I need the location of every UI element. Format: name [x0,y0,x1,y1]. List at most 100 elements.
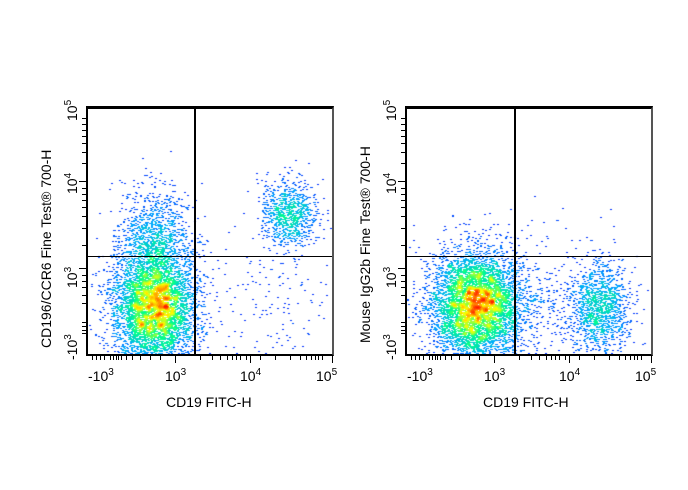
y-axis-tick [401,322,406,323]
x-axis-tick [104,356,105,360]
x-axis-tick [630,356,631,360]
plot-ccr6: CD196/CCR6 Fine Test® 700-H -103 103 104… [38,99,338,410]
quadrant-horizontal-gate[interactable] [88,256,332,257]
y-axis-major-tick [79,181,87,182]
x-axis-tick [423,356,424,360]
y-axis-tick [401,200,406,201]
x-axis-tick [100,356,101,360]
x-axis-tick [546,356,547,360]
x-axis-tick [113,356,114,360]
y-axis-tick [82,330,87,331]
x-axis-major-tick [569,356,570,363]
x-axis-tick [559,356,560,360]
x-axis-tick [555,356,556,360]
x-axis-tick [619,356,620,360]
x-axis-tick [322,356,323,360]
y-axis-tick [82,303,87,304]
y-axis-tick [401,303,406,304]
y-tick-10000: 104 [63,172,80,194]
x-axis-tick [300,356,301,360]
y-axis-tick [401,216,406,217]
x-tick-100000: 105 [316,367,338,384]
x-axis-tick [200,356,201,360]
y-axis-tick [401,124,406,125]
x-axis-tick [220,356,221,360]
x-axis-tick [539,356,540,360]
x-axis-tick [232,356,233,360]
x-axis-tick [275,356,276,360]
y-axis-label: CD196/CCR6 Fine Test® 700-H [38,149,54,348]
x-axis-tick [479,356,480,360]
y-axis-tick [82,136,87,137]
y-axis-tick [82,200,87,201]
y-axis-tick [82,163,87,164]
y-tick-100000: 105 [382,99,399,121]
x-tick-10000: 104 [240,367,262,384]
quadrant-vertical-gate[interactable] [514,108,516,355]
x-axis-tick [435,356,436,360]
x-axis-tick [437,356,438,360]
x-axis-major-tick [494,356,495,363]
x-axis-tick [150,356,151,360]
x-axis-tick [227,356,228,360]
density-dots [88,109,332,354]
x-axis-tick [519,356,520,360]
x-axis-tick [579,356,580,360]
x-axis-tick [531,356,532,360]
x-axis-tick [132,356,133,360]
y-tick-neg1000: -103 [63,334,80,360]
x-axis-tick [118,356,119,360]
y-axis-tick [401,295,406,296]
y-axis-tick [401,333,406,334]
y-axis-tick [82,118,87,119]
x-axis-tick [236,356,237,360]
x-axis-tick [451,356,452,360]
y-axis-tick [82,152,87,153]
plot-frame [86,106,334,356]
x-axis-tick [551,356,552,360]
x-axis-tick [126,356,127,360]
x-axis-tick [140,356,141,360]
plot-frame [405,106,653,356]
x-tick-10000: 104 [559,367,581,384]
x-axis-tick [96,356,97,360]
y-axis-tick [82,245,87,246]
y-axis-tick [82,322,87,323]
quadrant-vertical-gate[interactable] [194,108,196,355]
x-axis-label: CD19 FITC-H [166,394,252,410]
y-axis-tick [401,228,406,229]
y-axis-tick [401,163,406,164]
x-axis-major-tick [651,356,652,363]
x-axis-tick [432,356,433,360]
x-axis-tick [311,356,312,360]
y-axis-tick [82,333,87,334]
x-axis-tick [318,356,319,360]
x-axis-tick [469,356,470,360]
x-axis-tick [459,356,460,360]
x-axis-tick [121,356,122,360]
y-axis-tick [401,130,406,131]
y-axis-tick [82,216,87,217]
y-axis-tick [82,143,87,144]
y-axis-tick [401,207,406,208]
y-axis-major-tick [398,181,406,182]
x-axis-tick [625,356,626,360]
y-axis-tick [82,188,87,189]
y-axis-tick [401,287,406,288]
x-axis-major-tick [332,356,333,363]
x-axis-tick [160,356,161,360]
y-axis-tick [82,228,87,229]
x-axis-tick [306,356,307,360]
x-tick-neg1000: -103 [407,367,433,384]
y-axis-tick [82,287,87,288]
y-tick-100000: 105 [63,99,80,121]
y-axis-tick [401,118,406,119]
quadrant-horizontal-gate[interactable] [407,256,651,257]
y-axis-tick [82,124,87,125]
x-axis-tick [415,356,416,360]
y-axis-tick [82,295,87,296]
x-axis-tick [240,356,241,360]
x-tick-1000: 103 [165,367,187,384]
y-tick-neg1000: -103 [382,334,399,360]
x-axis-tick [411,356,412,360]
